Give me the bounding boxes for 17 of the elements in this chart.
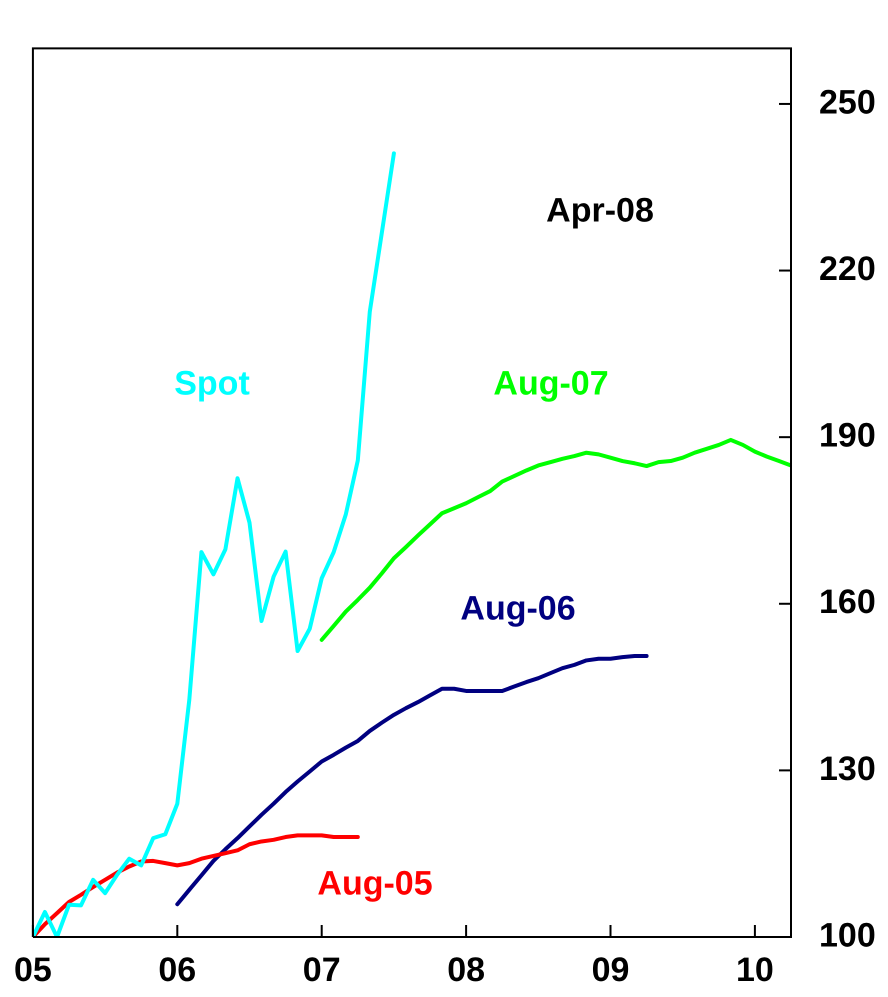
y-tick-label: 130	[819, 750, 876, 788]
x-tick-label: 05	[14, 950, 52, 989]
x-tick-label: 07	[302, 950, 341, 989]
text: Spot	[174, 364, 250, 402]
annotation: Apr-08	[546, 191, 654, 230]
x-tick-label: 09	[592, 950, 630, 989]
y-tick-label: 250	[819, 83, 876, 122]
y-tick-label: 160	[819, 583, 876, 622]
y-tick-label: 100	[819, 916, 876, 954]
y-tick-label: 220	[819, 250, 876, 288]
series-label: Aug-07	[493, 364, 609, 402]
series-label: Aug-06	[460, 589, 576, 628]
x-tick-label: 10	[736, 950, 774, 989]
y-tick-label: 190	[819, 416, 876, 455]
x-tick-label: 06	[158, 950, 196, 989]
x-tick-label: 08	[447, 950, 486, 989]
series-label: Aug-05	[317, 864, 433, 902]
